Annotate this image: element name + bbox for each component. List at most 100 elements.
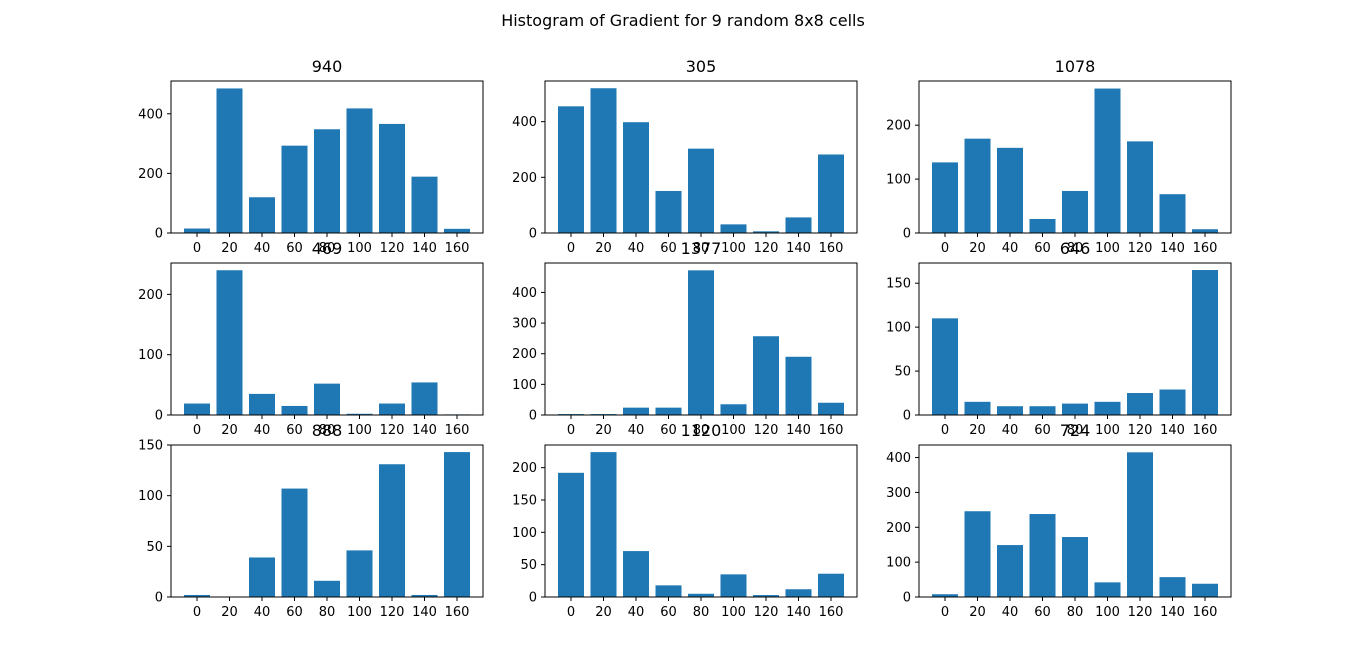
- bar-0: [558, 472, 584, 597]
- y-tick-label: 300: [512, 317, 537, 332]
- x-tick-label: 140: [786, 605, 811, 620]
- y-tick-label: 200: [138, 288, 163, 303]
- x-tick-label: 100: [347, 605, 372, 620]
- bar-80: [314, 129, 340, 233]
- bar-40: [249, 393, 275, 415]
- y-tick-label: 100: [512, 378, 537, 393]
- x-tick-label: 80: [1067, 241, 1084, 256]
- bar-100: [720, 574, 747, 597]
- y-tick-label: 100: [886, 173, 911, 188]
- bar-120: [1127, 452, 1153, 597]
- x-tick-label: 20: [969, 423, 986, 438]
- y-tick-label: 50: [520, 558, 537, 573]
- bar-60: [281, 405, 308, 415]
- bar-120: [1127, 141, 1153, 233]
- bar-40: [623, 122, 649, 233]
- subplot-1078: 1078 0 20 40 60 80 100 120 140 160 0 100 200: [886, 57, 1232, 256]
- bar-120: [379, 123, 405, 233]
- bar-40: [249, 197, 275, 233]
- x-tick-label: 0: [567, 241, 575, 256]
- x-tick-label: 0: [941, 241, 949, 256]
- bar-80: [314, 383, 340, 415]
- x-tick-label: 80: [693, 241, 710, 256]
- x-tick-label: 140: [1160, 605, 1185, 620]
- bar-0: [932, 594, 958, 597]
- bar-40: [249, 557, 275, 597]
- x-tick-label: 0: [193, 241, 201, 256]
- x-tick-label: 120: [1128, 241, 1153, 256]
- bar-80: [314, 580, 340, 597]
- y-tick-label: 100: [886, 556, 911, 571]
- x-tick-label: 100: [1095, 423, 1120, 438]
- subplot-title: 646: [1060, 239, 1091, 258]
- bar-20: [590, 88, 617, 234]
- subplot-title: 724: [1060, 421, 1091, 440]
- bar-160: [1192, 583, 1218, 597]
- subplot-646: 646 0 20 40 60 80 100 120 140 160 0 50 100 150: [886, 239, 1232, 438]
- y-tick-label: 300: [886, 486, 911, 501]
- x-tick-label: 0: [567, 605, 575, 620]
- y-tick-label: 150: [886, 277, 911, 292]
- x-tick-label: 40: [254, 241, 271, 256]
- bar-140: [785, 217, 812, 233]
- bar-140: [1159, 577, 1186, 597]
- y-tick-label: 400: [138, 107, 163, 122]
- x-tick-label: 100: [1095, 241, 1120, 256]
- x-tick-label: 140: [412, 423, 437, 438]
- bar-60: [281, 145, 308, 233]
- y-tick-label: 0: [155, 591, 163, 606]
- x-tick-label: 140: [1160, 423, 1185, 438]
- x-tick-label: 100: [1095, 605, 1120, 620]
- bar-20: [964, 511, 991, 597]
- x-tick-label: 100: [721, 423, 746, 438]
- x-tick-label: 60: [286, 241, 303, 256]
- bar-0: [184, 594, 210, 597]
- bar-80: [688, 148, 714, 233]
- y-tick-label: 200: [886, 119, 911, 134]
- bar-140: [785, 589, 812, 597]
- bar-100: [346, 550, 373, 597]
- y-tick-label: 100: [138, 348, 163, 363]
- x-tick-label: 0: [193, 423, 201, 438]
- x-tick-label: 100: [347, 241, 372, 256]
- subplot-title: 1120: [681, 421, 722, 440]
- x-tick-label: 80: [693, 423, 710, 438]
- bar-60: [1029, 514, 1056, 597]
- bar-80: [688, 270, 714, 415]
- x-tick-label: 120: [380, 241, 405, 256]
- y-tick-label: 150: [512, 493, 537, 508]
- x-tick-label: 40: [1002, 241, 1019, 256]
- subplot-title: 1377: [681, 239, 722, 258]
- bar-120: [753, 336, 779, 415]
- y-tick-label: 200: [886, 521, 911, 536]
- subplot-title: 305: [686, 57, 717, 76]
- x-tick-label: 40: [628, 241, 645, 256]
- y-tick-label: 0: [155, 409, 163, 424]
- y-tick-label: 200: [512, 461, 537, 476]
- x-tick-label: 120: [754, 241, 779, 256]
- x-tick-label: 20: [969, 605, 986, 620]
- bar-100: [346, 108, 373, 233]
- bar-100: [1094, 88, 1121, 233]
- x-tick-label: 140: [412, 241, 437, 256]
- x-tick-label: 160: [1193, 605, 1218, 620]
- x-tick-label: 20: [595, 605, 612, 620]
- x-tick-label: 160: [445, 241, 470, 256]
- bar-160: [818, 402, 844, 415]
- x-tick-label: 100: [347, 423, 372, 438]
- bar-40: [623, 407, 649, 415]
- x-tick-label: 60: [1034, 605, 1051, 620]
- bar-40: [623, 551, 649, 597]
- bar-120: [379, 403, 405, 415]
- bar-80: [688, 593, 714, 597]
- bar-140: [1159, 194, 1186, 233]
- y-tick-label: 400: [512, 115, 537, 130]
- x-tick-label: 160: [819, 605, 844, 620]
- bar-120: [379, 464, 405, 597]
- x-tick-label: 120: [754, 605, 779, 620]
- axes-frame: [170, 444, 484, 598]
- x-tick-label: 20: [221, 605, 238, 620]
- x-tick-label: 80: [1067, 423, 1084, 438]
